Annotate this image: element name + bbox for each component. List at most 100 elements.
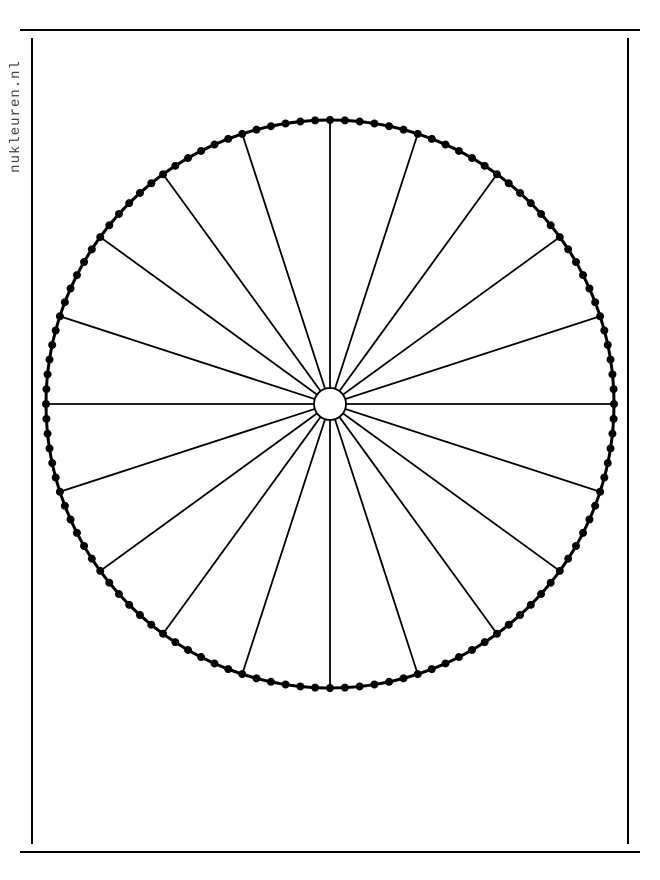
wheel-edge-dot [67,516,75,524]
wheel-edge-dot [356,118,364,126]
wheel-edge-dot [527,601,535,609]
wheel-edge-dot [115,210,123,218]
wheel-edge-dot [468,154,476,162]
wheel-spoke [345,409,600,492]
wheel-edge-dot [282,119,290,127]
wheel-edge-dot [73,529,81,537]
wheel-edge-dot [171,162,179,170]
wheel-edge-dot [44,430,52,438]
wheel-spoke [335,419,418,674]
wheel-edge-dot [481,638,489,646]
wheel-edge-dot [105,221,113,229]
wheel-edge-dot [252,126,260,134]
wheel-edge-dot [400,674,408,682]
wheel-spoke [335,134,418,389]
wheel-spoke [100,413,317,571]
wheel-edge-dot [88,555,96,563]
wheel-hub [314,388,346,420]
wheel-edge-dot [527,199,535,207]
wheel-spoke [339,174,497,391]
wheel-edge-dot [505,621,513,629]
wheel-edge-dot [591,502,599,510]
wheel-spoke [163,417,321,634]
wheel-spoke [345,316,600,399]
wheel-edge-dot [604,459,612,467]
wheel-edge-dot [42,385,50,393]
wheel-diagram [42,116,618,692]
wheel-edge-dot [516,611,524,619]
wheel-edge-dot [442,141,450,149]
wheel-edge-dot [125,601,133,609]
wheel-spoke [242,134,325,389]
wheel-spoke [60,316,315,399]
wheel-edge-dot [88,245,96,253]
wheel-edge-dot [311,116,319,124]
wheel-edge-dot [579,529,587,537]
wheel-spoke [343,237,560,395]
wheel-edge-dot [197,147,205,155]
wheel-edge-dot [356,682,364,690]
wheel-spoke [100,237,317,395]
wheel-edge-dot [52,326,60,334]
wheel-edge-dot [61,298,69,306]
wheel-edge-dot [48,459,56,467]
wheel-edge-dot [600,326,608,334]
wheel-spoke [343,413,560,571]
wheel-edge-dot [341,684,349,692]
wheel-edge-dot [44,370,52,378]
wheel-edge-dot [608,430,616,438]
wheel-edge-dot [468,646,476,654]
page-root: nukleuren.nl [0,0,660,880]
wheel-edge-dot [52,474,60,482]
wheel-edge-dot [572,258,580,266]
wheel-edge-dot [136,611,144,619]
wheel-edge-dot [572,542,580,550]
wheel-edge-dot [197,653,205,661]
wheel-edge-dot [105,579,113,587]
wheel-edge-dot [442,659,450,667]
wheel-edge-dot [537,210,545,218]
wheel-edge-dot [547,221,555,229]
wheel-edge-dot [184,646,192,654]
wheel-edge-dot [516,189,524,197]
wheel-edge-dot [370,119,378,127]
wheel-spoke [163,174,321,391]
wheel-edge-dot [579,271,587,279]
wheel-edge-dot [564,555,572,563]
wheel-edge-dot [607,444,615,452]
wheel-edge-dot [600,474,608,482]
wheel-edge-dot [61,502,69,510]
wheel-edge-dot [564,245,572,253]
watermark-text: nukleuren.nl [8,60,24,173]
wheel-edge-dot [184,154,192,162]
wheel-edge-dot [42,415,50,423]
wheel-edge-dot [267,122,275,130]
wheel-edge-dot [171,638,179,646]
wheel-edge-dot [210,659,218,667]
wheel-edge-dot [604,341,612,349]
wheel-edge-dot [608,370,616,378]
wheel-edge-dot [80,258,88,266]
wheel-edge-dot [385,122,393,130]
wheel-edge-dot [67,284,75,292]
wheel-edge-dot [224,665,232,673]
wheel-edge-dot [45,356,53,364]
wheel-spoke [60,409,315,492]
wheel-edge-dot [147,621,155,629]
wheel-edge-dot [455,147,463,155]
wheel-edge-dot [311,684,319,692]
wheel-edge-dot [45,444,53,452]
wheel-edge-dot [282,681,290,689]
wheel-edge-dot [296,682,304,690]
wheel-edge-dot [610,415,618,423]
wheel-spoke [339,417,497,634]
wheel-edge-dot [267,678,275,686]
wheel-edge-dot [610,385,618,393]
wheel-edge-dot [370,681,378,689]
wheel-edge-dot [80,542,88,550]
wheel-edge-dot [481,162,489,170]
diagram-canvas [0,0,660,880]
wheel-edge-dot [115,590,123,598]
wheel-edge-dot [136,189,144,197]
wheel-edge-dot [224,135,232,143]
